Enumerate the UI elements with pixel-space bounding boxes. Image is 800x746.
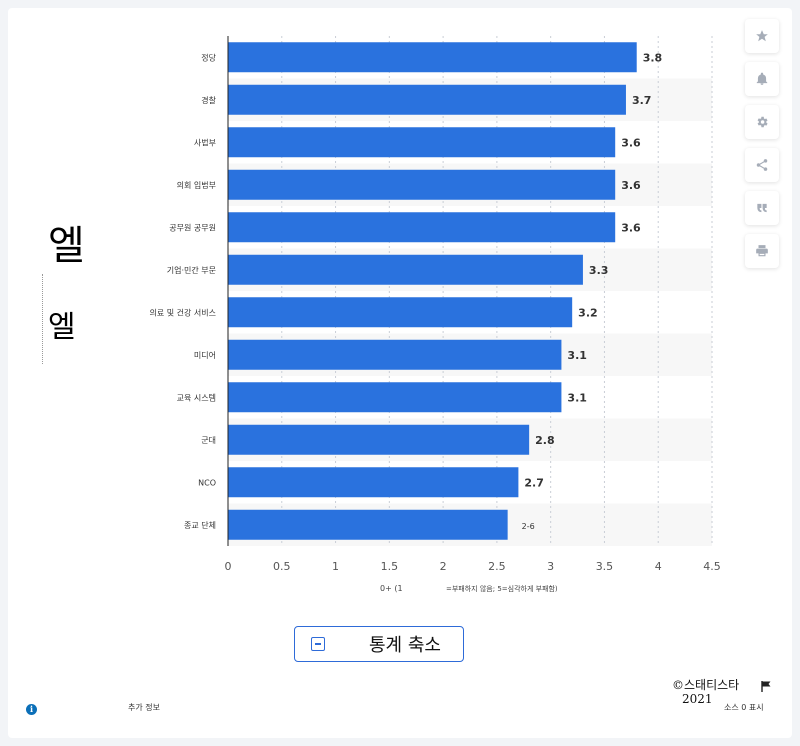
x-tick-label: 1.5 bbox=[381, 560, 399, 573]
info-icon[interactable]: i bbox=[26, 704, 37, 715]
x-tick-label: 3.5 bbox=[596, 560, 614, 573]
category-label: 정당 bbox=[201, 52, 216, 62]
category-label: 사법부 bbox=[194, 137, 216, 147]
data-label: 3.1 bbox=[567, 391, 587, 404]
copyright-line-1: ©스태티스타 bbox=[672, 678, 740, 692]
data-label: 3.6 bbox=[621, 179, 641, 192]
side-heading-large: 엘 bbox=[48, 223, 85, 269]
x-axis-title-left: 0+ (1 bbox=[380, 584, 403, 593]
chart-toolbar bbox=[745, 19, 781, 277]
flag-icon[interactable] bbox=[760, 680, 772, 692]
bar-chart: 0 0.5 1 1.5 2 2.5 3 3.5 4 4.5 정당 3.8 경찰 3.7 사법부 3.6 의회 입… bbox=[149, 36, 721, 593]
x-tick-label: 2.5 bbox=[488, 560, 506, 573]
bar bbox=[228, 382, 562, 413]
quote-icon bbox=[757, 203, 767, 213]
category-label: 종교 단체 bbox=[184, 520, 216, 530]
copyright: ©스태티스타 2021 bbox=[672, 678, 739, 706]
collapse-stats-button[interactable]: 통계 축소 bbox=[294, 626, 464, 662]
category-label: 교육 시스템 bbox=[177, 392, 216, 402]
side-divider bbox=[42, 274, 47, 364]
data-label: 3.8 bbox=[643, 51, 663, 64]
bar bbox=[228, 212, 616, 243]
bar bbox=[228, 339, 562, 370]
data-label: 2.7 bbox=[524, 476, 544, 489]
x-tick-label: 1 bbox=[332, 560, 339, 573]
bar bbox=[228, 509, 508, 540]
bar bbox=[228, 467, 519, 498]
notification-button[interactable] bbox=[745, 62, 779, 96]
settings-button[interactable] bbox=[745, 105, 779, 139]
bar bbox=[228, 127, 616, 158]
minus-square-icon bbox=[311, 637, 325, 651]
bar bbox=[228, 169, 616, 200]
side-heading-small: 엘 bbox=[48, 310, 76, 345]
category-label: 미디어 bbox=[194, 350, 216, 360]
x-tick-label: 0.5 bbox=[273, 560, 291, 573]
category-label: 의회 입법부 bbox=[177, 180, 216, 190]
more-info-link[interactable]: 추가 정보 bbox=[128, 703, 160, 712]
show-source-link[interactable]: 소스 0 표시 bbox=[724, 703, 764, 712]
data-label: 3.1 bbox=[567, 349, 587, 362]
category-label: 의료 및 건강 서비스 bbox=[149, 307, 216, 317]
favorite-button[interactable] bbox=[745, 19, 779, 53]
print-button[interactable] bbox=[745, 234, 779, 268]
category-label: 경찰 bbox=[201, 95, 216, 105]
bar bbox=[228, 424, 530, 455]
bar bbox=[228, 297, 573, 328]
bell-icon bbox=[756, 72, 768, 85]
category-label: 군대 bbox=[201, 436, 216, 445]
data-label: 3.6 bbox=[621, 136, 641, 149]
star-icon bbox=[756, 30, 768, 42]
x-tick-label: 4.5 bbox=[703, 560, 721, 573]
bar bbox=[228, 42, 637, 73]
category-label: 기업·민간 부문 bbox=[167, 265, 216, 275]
x-tick-label: 2 bbox=[440, 560, 447, 573]
print-icon bbox=[756, 245, 768, 257]
category-label: 공무원 공무원 bbox=[169, 223, 216, 232]
x-tick-label: 3 bbox=[547, 560, 554, 573]
data-label: 2.8 bbox=[535, 434, 555, 447]
bar bbox=[228, 84, 626, 115]
x-tick-label: 0 bbox=[225, 560, 232, 573]
data-label: 3.6 bbox=[621, 221, 641, 234]
category-label: NCO bbox=[198, 478, 216, 487]
data-label: 3.7 bbox=[632, 94, 652, 107]
collapse-stats-label: 통계 축소 bbox=[369, 635, 441, 656]
cite-button[interactable] bbox=[745, 191, 779, 225]
data-label: 2-6 bbox=[522, 522, 535, 531]
x-tick-label: 4 bbox=[655, 560, 662, 573]
copyright-year: 2021 bbox=[682, 692, 713, 706]
share-icon bbox=[756, 159, 768, 171]
data-label: 3.3 bbox=[589, 264, 609, 277]
gear-icon bbox=[757, 116, 768, 128]
data-label: 3.2 bbox=[578, 306, 598, 319]
x-axis-title-right: =부패하지 않음; 5=심각하게 부패함) bbox=[446, 584, 558, 593]
share-button[interactable] bbox=[745, 148, 779, 182]
bar bbox=[228, 254, 583, 285]
